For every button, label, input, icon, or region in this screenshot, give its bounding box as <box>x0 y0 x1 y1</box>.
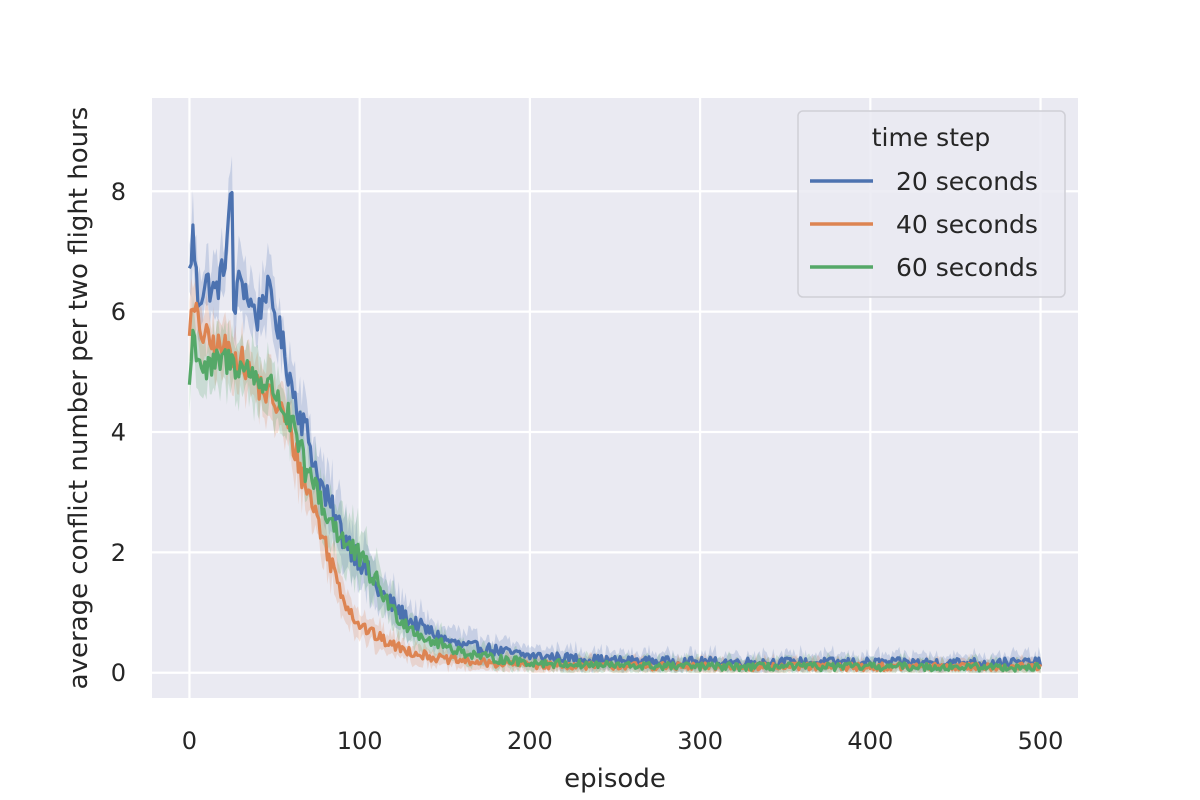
legend-items: 20 seconds 40 seconds 60 seconds <box>810 167 1038 282</box>
legend: time step 20 seconds 40 seconds 60 seconds <box>797 110 1066 298</box>
y-tick-label: 0 <box>111 659 126 687</box>
legend-label-3: 60 seconds <box>896 253 1038 282</box>
x-tick-labels: 0 100 200 300 400 500 <box>182 727 1064 755</box>
legend-label-2: 40 seconds <box>896 210 1038 239</box>
x-tick-label: 300 <box>677 727 723 755</box>
x-tick-label: 200 <box>507 727 553 755</box>
legend-label-1: 20 seconds <box>896 167 1038 196</box>
y-tick-label: 8 <box>111 178 126 206</box>
legend-title: time step <box>872 123 991 152</box>
legend-box <box>797 110 1066 298</box>
y-tick-label: 4 <box>111 419 126 447</box>
x-tick-label: 100 <box>337 727 383 755</box>
x-tick-label: 400 <box>847 727 893 755</box>
y-tick-labels: 0 2 4 6 8 <box>111 178 126 687</box>
y-tick-label: 6 <box>111 298 126 326</box>
y-tick-label: 2 <box>111 539 126 567</box>
x-tick-label: 500 <box>1018 727 1064 755</box>
y-axis-label: average conflict number per two flight h… <box>64 107 94 690</box>
series-line-3 <box>187 328 1042 673</box>
series-line-1 <box>187 191 1043 669</box>
series-lines <box>187 191 1043 673</box>
x-tick-label: 0 <box>182 727 197 755</box>
x-axis-label: episode <box>564 764 666 794</box>
